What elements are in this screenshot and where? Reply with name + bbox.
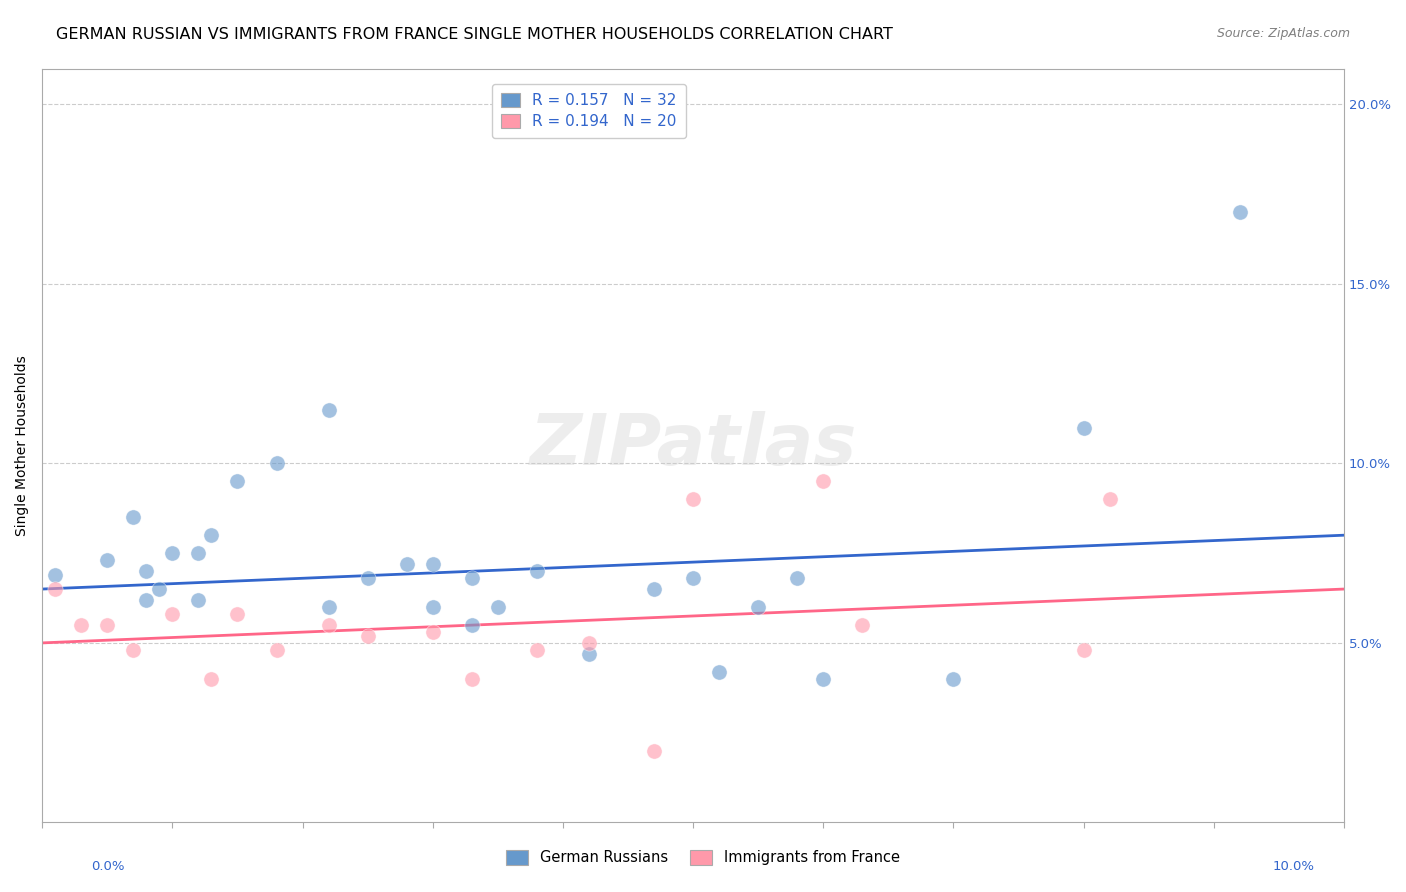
- Point: [226, 607, 249, 622]
- Point: [786, 571, 808, 585]
- Point: [135, 592, 157, 607]
- Point: [578, 636, 600, 650]
- Point: [461, 571, 484, 585]
- Point: [200, 528, 222, 542]
- Point: [643, 743, 665, 757]
- Point: [942, 672, 965, 686]
- Text: Source: ZipAtlas.com: Source: ZipAtlas.com: [1216, 27, 1350, 40]
- Text: 10.0%: 10.0%: [1272, 860, 1315, 872]
- Point: [486, 599, 509, 614]
- Point: [266, 643, 288, 657]
- Point: [395, 557, 418, 571]
- Point: [200, 672, 222, 686]
- Point: [318, 618, 340, 632]
- Point: [70, 618, 93, 632]
- Point: [122, 510, 145, 524]
- Point: [422, 599, 444, 614]
- Point: [122, 643, 145, 657]
- Point: [851, 618, 873, 632]
- Point: [135, 564, 157, 578]
- Point: [318, 599, 340, 614]
- Point: [96, 553, 118, 567]
- Point: [422, 625, 444, 640]
- Point: [187, 546, 209, 560]
- Point: [1229, 205, 1251, 219]
- Point: [461, 672, 484, 686]
- Point: [747, 599, 769, 614]
- Point: [226, 475, 249, 489]
- Point: [187, 592, 209, 607]
- Point: [318, 402, 340, 417]
- Point: [578, 647, 600, 661]
- Legend: German Russians, Immigrants from France: German Russians, Immigrants from France: [501, 844, 905, 871]
- Point: [266, 457, 288, 471]
- Point: [461, 618, 484, 632]
- Text: GERMAN RUSSIAN VS IMMIGRANTS FROM FRANCE SINGLE MOTHER HOUSEHOLDS CORRELATION CH: GERMAN RUSSIAN VS IMMIGRANTS FROM FRANCE…: [56, 27, 893, 42]
- Point: [356, 571, 378, 585]
- Point: [682, 571, 704, 585]
- Point: [643, 582, 665, 596]
- Point: [1073, 420, 1095, 434]
- Point: [813, 475, 835, 489]
- Point: [44, 567, 66, 582]
- Y-axis label: Single Mother Households: Single Mother Households: [15, 355, 30, 536]
- Text: 0.0%: 0.0%: [91, 860, 125, 872]
- Point: [707, 665, 730, 679]
- Text: ZIPatlas: ZIPatlas: [530, 411, 856, 480]
- Point: [44, 582, 66, 596]
- Point: [1098, 492, 1121, 507]
- Point: [356, 629, 378, 643]
- Point: [422, 557, 444, 571]
- Point: [526, 564, 548, 578]
- Point: [682, 492, 704, 507]
- Point: [96, 618, 118, 632]
- Legend: R = 0.157   N = 32, R = 0.194   N = 20: R = 0.157 N = 32, R = 0.194 N = 20: [492, 84, 686, 138]
- Point: [526, 643, 548, 657]
- Point: [148, 582, 170, 596]
- Point: [1073, 643, 1095, 657]
- Point: [162, 607, 184, 622]
- Point: [162, 546, 184, 560]
- Point: [813, 672, 835, 686]
